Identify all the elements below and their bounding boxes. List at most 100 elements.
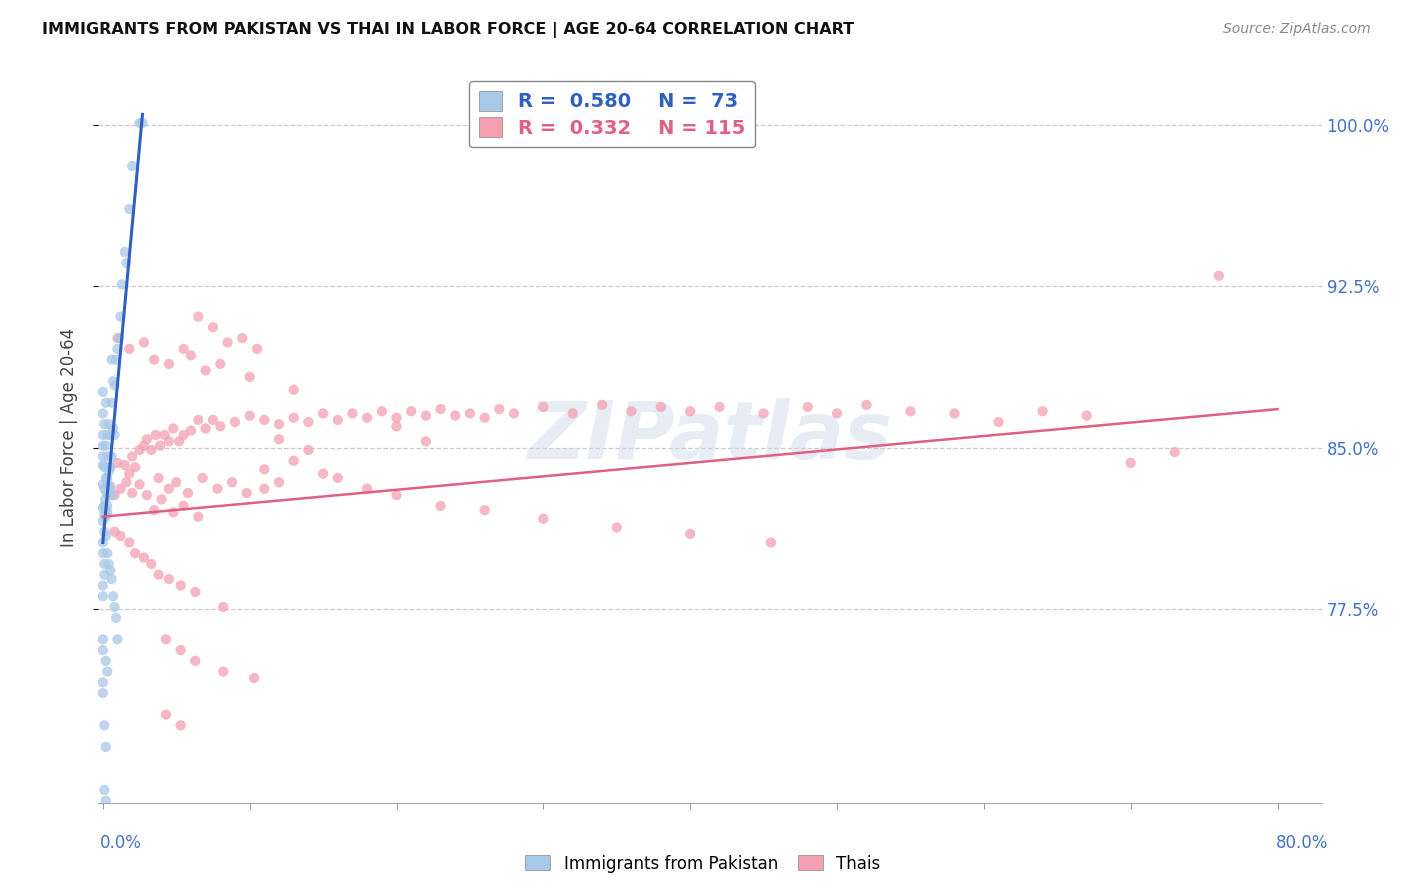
Point xyxy=(141,442,163,457)
Point xyxy=(91,546,114,560)
Text: 80.0%: 80.0% xyxy=(1277,834,1329,852)
Point xyxy=(94,503,117,517)
Point xyxy=(157,482,180,496)
Point xyxy=(620,404,643,418)
Point xyxy=(145,428,167,442)
Point xyxy=(118,342,141,356)
Point xyxy=(153,428,176,442)
Point xyxy=(162,421,184,435)
Point xyxy=(98,460,121,475)
Point xyxy=(267,475,290,490)
Point xyxy=(385,488,408,502)
Point xyxy=(91,458,114,472)
Legend: R =  0.580    N =  73, R =  0.332    N = 115: R = 0.580 N = 73, R = 0.332 N = 115 xyxy=(470,81,755,147)
Point xyxy=(93,718,115,732)
Point xyxy=(107,456,129,470)
Point xyxy=(96,471,118,485)
Point xyxy=(93,783,115,797)
Point xyxy=(91,535,114,549)
Point xyxy=(267,417,290,432)
Point xyxy=(312,467,335,481)
Point xyxy=(98,482,121,496)
Point xyxy=(297,442,319,457)
Point xyxy=(114,245,136,260)
Point xyxy=(326,413,349,427)
Point xyxy=(93,557,115,571)
Point xyxy=(217,335,239,350)
Point xyxy=(184,585,207,599)
Point xyxy=(94,794,117,808)
Point xyxy=(97,488,120,502)
Point xyxy=(709,400,731,414)
Point xyxy=(283,454,305,468)
Point xyxy=(110,482,132,496)
Point xyxy=(173,428,195,442)
Point xyxy=(135,432,157,446)
Point xyxy=(97,557,120,571)
Point xyxy=(385,410,408,425)
Point xyxy=(297,415,319,429)
Point xyxy=(253,482,276,496)
Point xyxy=(1164,445,1187,459)
Text: Source: ZipAtlas.com: Source: ZipAtlas.com xyxy=(1223,22,1371,37)
Point xyxy=(342,406,364,420)
Point xyxy=(167,434,190,449)
Point xyxy=(155,707,177,722)
Point xyxy=(118,535,141,549)
Point xyxy=(194,421,217,435)
Point xyxy=(98,479,121,493)
Point xyxy=(101,421,124,435)
Point xyxy=(128,442,150,457)
Point xyxy=(91,439,114,453)
Point xyxy=(157,434,180,449)
Point xyxy=(531,400,554,414)
Point xyxy=(312,406,335,420)
Point xyxy=(157,357,180,371)
Point xyxy=(105,611,128,625)
Point xyxy=(987,415,1010,429)
Point xyxy=(148,567,170,582)
Point xyxy=(253,462,276,476)
Point xyxy=(91,675,114,690)
Point xyxy=(169,578,191,592)
Point xyxy=(212,600,235,615)
Point xyxy=(180,348,202,362)
Point xyxy=(103,488,125,502)
Point xyxy=(796,400,818,414)
Point xyxy=(173,342,195,356)
Text: ZIPatlas: ZIPatlas xyxy=(527,398,893,476)
Point xyxy=(91,589,114,603)
Point xyxy=(385,419,408,434)
Point xyxy=(187,310,209,324)
Point xyxy=(103,524,125,539)
Point xyxy=(98,460,121,475)
Point xyxy=(1076,409,1098,423)
Point xyxy=(326,471,349,485)
Point xyxy=(283,410,305,425)
Point xyxy=(101,374,124,388)
Point xyxy=(180,424,202,438)
Point xyxy=(1119,456,1142,470)
Point xyxy=(93,460,115,475)
Point xyxy=(93,482,115,496)
Point xyxy=(157,572,180,586)
Point xyxy=(98,428,121,442)
Point xyxy=(132,439,155,453)
Point xyxy=(100,572,122,586)
Point xyxy=(759,535,782,549)
Point xyxy=(97,465,120,479)
Point xyxy=(141,557,163,571)
Point xyxy=(177,486,200,500)
Point xyxy=(91,501,114,516)
Point xyxy=(650,400,672,414)
Text: 0.0%: 0.0% xyxy=(100,834,142,852)
Point xyxy=(201,413,224,427)
Point xyxy=(415,434,437,449)
Point xyxy=(399,404,422,418)
Point xyxy=(100,488,122,502)
Point xyxy=(253,413,276,427)
Point xyxy=(458,406,481,420)
Point xyxy=(224,415,246,429)
Point xyxy=(900,404,922,418)
Point xyxy=(235,486,257,500)
